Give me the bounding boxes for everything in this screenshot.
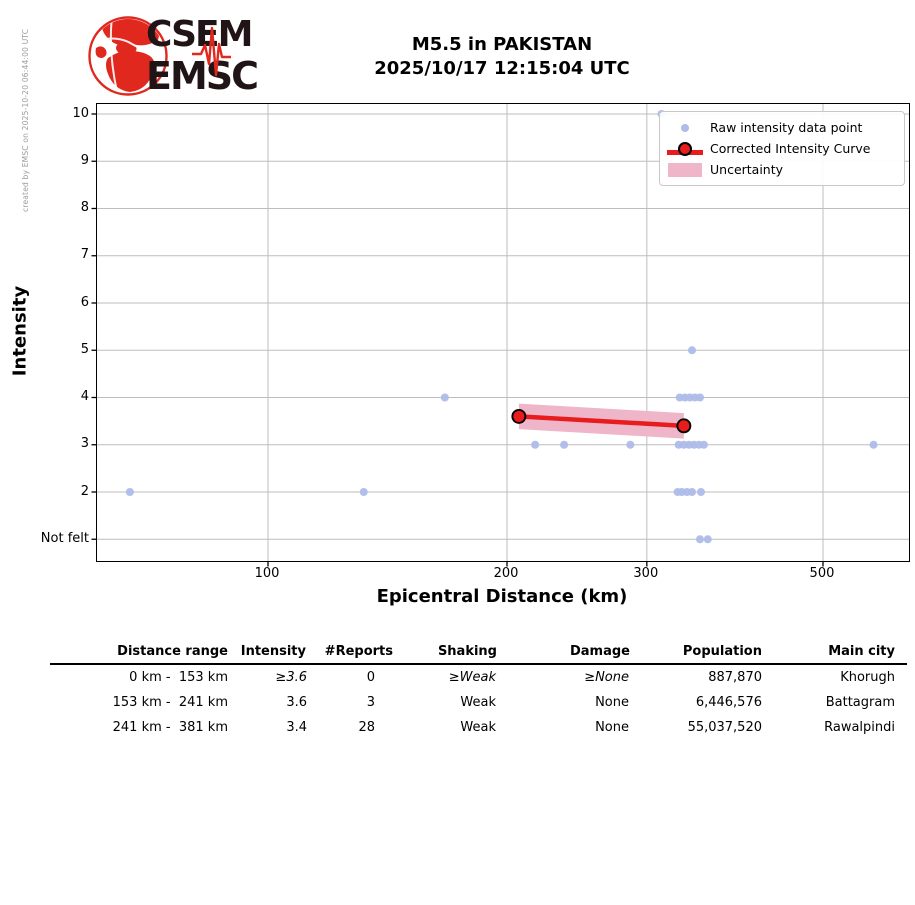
raw-intensity-point [869,440,878,449]
raw-intensity-point [626,440,635,449]
y-tick-label: 2 [80,483,89,499]
table-header: #Reports [324,644,393,659]
marker-icon [678,141,692,156]
raw-intensity-point [125,488,134,496]
legend: Raw intensity data point Corrected Intens… [659,111,905,186]
table-header: Shaking [437,644,497,659]
band-icon [668,162,702,177]
title-line2: 2025/10/17 12:15:04 UTC [374,58,630,79]
y-tick-label: 3 [80,436,89,452]
title-line1: M5.5 in PAKISTAN [411,34,593,55]
curve-marker [511,408,527,424]
plot-area: Raw intensity data point Corrected Intens… [91,103,910,567]
table-cell: Rawalpindi [824,720,895,735]
legend-entry: Corrected Intensity Curve [666,138,898,159]
raw-intensity-point [440,393,449,402]
table-cell: Weak [460,720,496,735]
y-tick-label: 9 [80,152,89,168]
table-cell: 3.4 [286,720,307,735]
table-header: Intensity [240,644,306,659]
table-cell: Weak [460,695,496,710]
legend-entry: Raw intensity data point [666,117,898,138]
y-tick-label: 6 [80,294,89,310]
table-cell: 3 [366,695,375,710]
y-tick-label: 7 [80,247,89,263]
x-tick-label: 500 [809,566,835,581]
legend-label: Corrected Intensity Curve [710,141,871,156]
table-header-rule [50,663,907,665]
corrected-intensity-curve [518,414,684,429]
y-tick-label: 10 [72,105,89,121]
table-header: Distance range [117,644,228,659]
raw-point-swatch-icon [666,123,704,132]
curve-marker [676,418,692,434]
legend-entry: Uncertainty [666,159,898,180]
y-tick-label: 4 [80,389,89,404]
curve-swatch-icon [666,141,704,156]
table-cell: None [595,720,629,735]
table-header: Damage [569,644,630,659]
x-axis-label: Epicentral Distance (km) [376,586,628,607]
x-tick-label: 200 [493,566,519,581]
dot-icon [681,123,689,132]
table-header: Main city [828,644,895,659]
table-cell: 55,037,520 [687,720,762,735]
table-cell: 153 km - 241 km [112,695,228,710]
table-cell: ≥3.6 [275,670,307,685]
table-cell: 887,870 [708,670,762,685]
y-axis-label: Intensity [9,285,31,377]
emsc-logo: CSEM EMSC [88,12,263,102]
raw-intensity-point [688,488,697,496]
table-cell: 28 [358,720,375,735]
table-cell: 6,446,576 [695,695,762,710]
table-cell: Khorugh [840,670,895,685]
chart-title: M5.5 in PAKISTAN 2025/10/17 12:15:04 UTC [96,33,908,81]
table-cell: 241 km - 381 km [112,720,228,735]
globe-icon [88,16,168,96]
table-cell: 0 km - 153 km [129,670,228,685]
legend-label: Raw intensity data point [710,120,863,135]
table-header: Population [682,644,762,659]
intensity-plot [91,104,909,567]
table-cell: 0 [366,670,375,685]
table-cell: 3.6 [286,695,307,710]
raw-intensity-point [359,488,368,496]
table-cell: ≥Weak [448,670,496,685]
y-tick-label: 5 [80,341,89,357]
x-tick-label: 100 [254,566,280,581]
uncertainty-swatch-icon [666,162,704,177]
raw-intensity-point [703,535,712,544]
raw-intensity-point [696,488,705,496]
y-tick-label: 8 [80,200,89,215]
raw-intensity-point [560,440,569,449]
table-cell: Battagram [825,695,895,710]
table-cell: ≥None [584,670,629,685]
raw-intensity-point [695,393,704,402]
raw-intensity-point [688,346,697,355]
x-tick-label: 300 [633,566,659,581]
raw-intensity-point [531,440,540,449]
legend-label: Uncertainty [710,162,784,177]
raw-intensity-point [695,535,704,544]
table-cell: None [595,695,629,710]
credit-text: created by EMSC on 2025-10-20 06:44:00 U… [21,28,30,212]
raw-intensity-point [699,440,708,449]
y-tick-label: Not felt [40,530,89,546]
